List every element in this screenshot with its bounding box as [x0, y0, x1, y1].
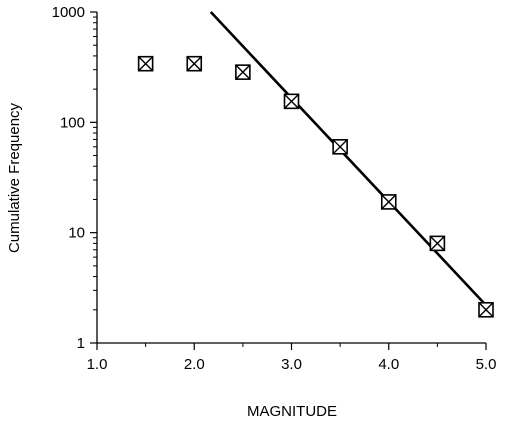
x-tick-label: 2.0 [184, 356, 205, 373]
x-tick-label: 1.0 [87, 356, 108, 373]
data-point-cross-b [235, 64, 251, 80]
data-point [283, 93, 300, 110]
data-point-cross-b [478, 302, 494, 318]
y-tick-label: 1 [77, 335, 85, 352]
fit-line-layer [209, 11, 487, 307]
y-tick-label: 1000 [52, 4, 85, 21]
fit-line [209, 11, 487, 307]
data-point-cross-b [429, 235, 445, 251]
axis-ticks: 1.0 2.0 3.0 4.0 5.0 1 10 100 1000 [52, 4, 497, 373]
x-axis-title: MAGNITUDE [247, 403, 337, 420]
y-tick-label: 100 [60, 114, 85, 131]
data-point [235, 64, 251, 80]
x-tick-label: 3.0 [281, 356, 302, 373]
data-point [137, 55, 154, 72]
y-tick-label: 10 [68, 225, 85, 242]
data-point-cross-b [186, 56, 202, 72]
axes [96, 12, 486, 344]
data-point-cross-b [381, 194, 397, 210]
x-tick-label: 4.0 [378, 356, 399, 373]
data-point [380, 194, 397, 210]
data-point [186, 55, 203, 72]
x-tick-label: 5.0 [476, 356, 497, 373]
data-point [478, 301, 494, 318]
data-point [429, 235, 446, 252]
data-point [332, 139, 348, 155]
data-point-cross-b [284, 93, 299, 109]
y-axis-title: Cumulative Frequency [6, 102, 23, 253]
data-point-cross-b [138, 56, 154, 72]
data-points [137, 55, 494, 318]
data-point-cross-b [332, 139, 348, 155]
